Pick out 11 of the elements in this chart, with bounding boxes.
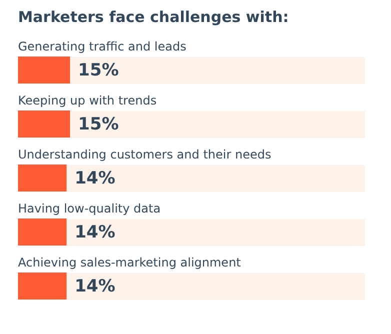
- y-tick-label: Achieving sales-marketing alignment: [18, 256, 242, 270]
- y-tick-label: Understanding customers and their needs: [18, 148, 272, 162]
- data-label: 14%: [74, 222, 116, 242]
- data-label: 15%: [78, 114, 119, 134]
- data-label: 14%: [74, 168, 116, 188]
- data-label: 15%: [78, 60, 119, 80]
- y-tick-label: Keeping up with trends: [18, 94, 157, 108]
- y-tick-label: Having low-quality data: [18, 202, 161, 216]
- chart-title: Marketers face challenges with:: [18, 8, 289, 26]
- data-label: 14%: [74, 276, 116, 296]
- y-tick-label: Generating traffic and leads: [18, 40, 186, 54]
